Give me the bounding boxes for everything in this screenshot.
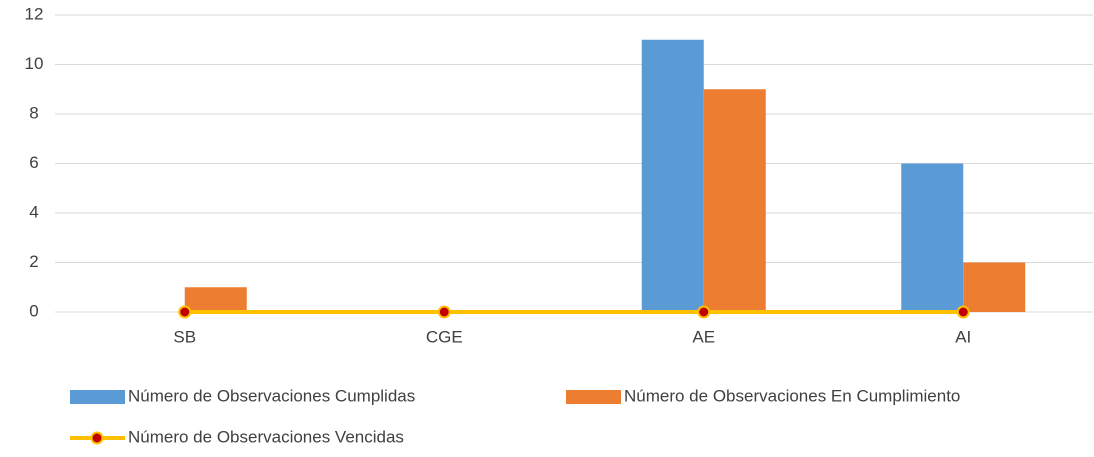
marker	[178, 305, 192, 319]
y-tick-label: 10	[25, 54, 44, 73]
bar	[184, 287, 247, 312]
marker	[697, 305, 711, 319]
legend-label: Número de Observaciones Cumplidas	[128, 386, 415, 405]
y-tick-label: 0	[29, 301, 38, 320]
bar	[641, 39, 704, 312]
bar	[703, 89, 766, 312]
legend-label: Número de Observaciones Vencidas	[128, 427, 404, 446]
y-tick-label: 4	[29, 202, 38, 221]
y-tick-label: 6	[29, 153, 38, 172]
marker	[956, 305, 970, 319]
x-tick-label: AI	[955, 327, 971, 346]
legend-marker	[90, 431, 104, 445]
bar	[963, 262, 1026, 312]
x-tick-label: CGE	[426, 327, 463, 346]
y-tick-label: 8	[29, 103, 38, 122]
bar	[901, 163, 964, 312]
y-tick-label: 12	[25, 4, 44, 23]
legend-swatch	[70, 390, 125, 404]
marker	[437, 305, 451, 319]
y-tick-label: 2	[29, 252, 38, 271]
legend-label: Número de Observaciones En Cumplimiento	[624, 386, 960, 405]
x-tick-label: SB	[173, 327, 196, 346]
x-tick-label: AE	[692, 327, 715, 346]
legend-swatch	[566, 390, 621, 404]
